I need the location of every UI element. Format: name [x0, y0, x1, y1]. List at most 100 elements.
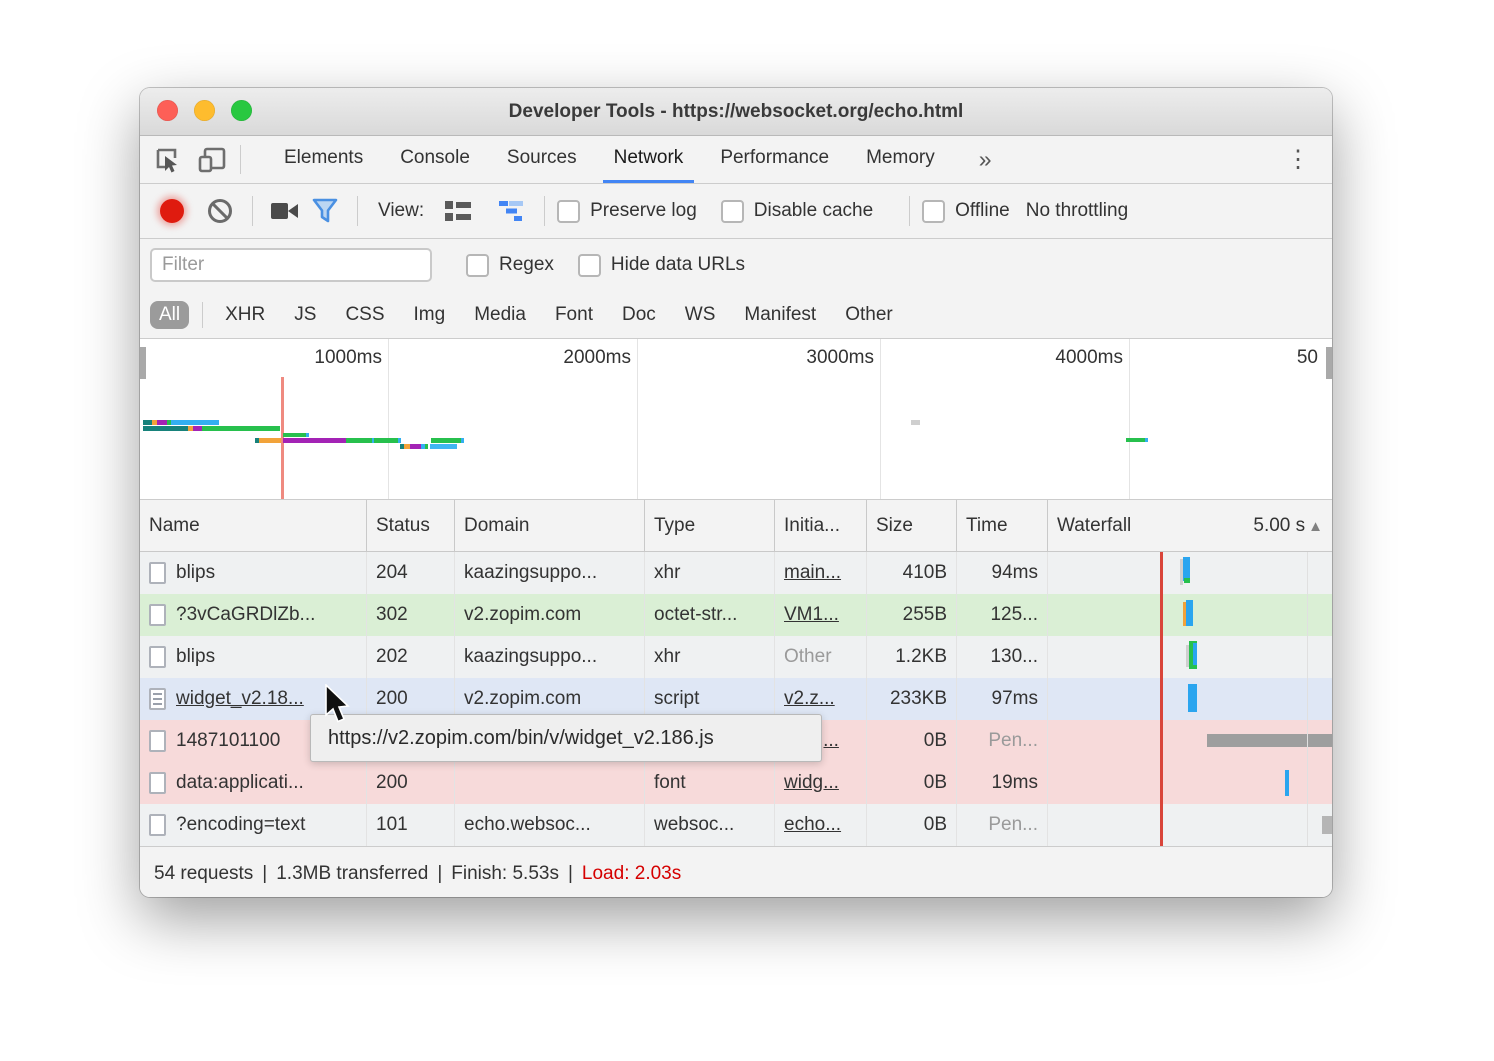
tab-performance[interactable]: Performance	[720, 147, 830, 168]
request-row[interactable]: data:applicati... 200 font widg... 0B 19ms	[140, 762, 1332, 804]
cell-type: xhr	[645, 636, 775, 678]
overview-request-bar	[143, 420, 152, 425]
filter-input[interactable]	[150, 248, 432, 282]
column-header-type[interactable]: Type	[645, 500, 775, 551]
filter-pill-font[interactable]: Font	[554, 303, 593, 325]
cell-name: widget_v2.18...	[140, 678, 367, 720]
throttling-select[interactable]: No throttling	[1025, 200, 1129, 221]
separator	[202, 301, 204, 328]
column-header-waterfall[interactable]: Waterfall 5.00 s ▲	[1048, 500, 1332, 551]
waterfall-bar	[1184, 578, 1190, 583]
overview-drag-handle[interactable]	[140, 347, 146, 379]
initiator-link[interactable]: v2.z...	[784, 688, 835, 709]
cell-time: Pen...	[957, 804, 1048, 846]
clear-icon[interactable]	[200, 191, 240, 231]
table-rows: blips 204 kaazingsuppo... xhr main... 410B 94m…	[140, 552, 1332, 846]
waterfall-load-line	[1160, 552, 1163, 846]
offline-checkbox[interactable]	[922, 199, 946, 223]
request-row[interactable]: blips 202 kaazingsuppo... xhr Other 1.2KB 130.…	[140, 636, 1332, 678]
large-request-rows-icon[interactable]	[438, 191, 478, 231]
inspect-element-icon[interactable]	[146, 136, 190, 183]
close-button[interactable]	[157, 100, 178, 121]
cell-domain: v2.zopim.com	[455, 678, 645, 720]
initiator-link[interactable]: echo...	[784, 814, 842, 835]
document-icon	[149, 730, 166, 752]
request-row[interactable]: ?3vCaGRDlZb... 302 v2.zopim.com octet-str..…	[140, 594, 1332, 636]
filter-icon[interactable]	[305, 191, 345, 231]
waterfall-bar	[1183, 602, 1186, 626]
filter-pill-manifest[interactable]: Manifest	[744, 303, 817, 325]
overview-request-bar	[167, 420, 171, 425]
filter-pill-all[interactable]: All	[150, 300, 190, 329]
overview-drag-handle[interactable]	[1326, 347, 1332, 379]
column-header-name[interactable]: Name	[140, 500, 367, 551]
overview-request-bar	[1145, 438, 1148, 442]
overview-request-bar	[188, 426, 193, 431]
show-overview-icon[interactable]	[492, 191, 532, 231]
overview-request-bar	[421, 444, 425, 449]
record-button[interactable]	[160, 199, 184, 223]
request-row[interactable]: ?encoding=text 101 echo.websoc... websoc...…	[140, 804, 1332, 846]
initiator-link[interactable]: main...	[784, 562, 842, 583]
cell-time: 97ms	[957, 678, 1048, 720]
filter-pill-js[interactable]: JS	[294, 303, 317, 325]
tab-elements[interactable]: Elements	[284, 147, 364, 168]
capture-screenshots-icon[interactable]	[265, 191, 305, 231]
tab-network[interactable]: Network	[602, 136, 695, 183]
waterfall-bar	[1186, 600, 1193, 626]
waterfall-bar	[1193, 643, 1197, 665]
offline-label: Offline	[955, 200, 1010, 221]
minimize-button[interactable]	[194, 100, 215, 121]
cell-waterfall	[1048, 720, 1332, 762]
transferred-size: 1.3MB transferred	[276, 862, 429, 884]
cell-status: 202	[367, 636, 455, 678]
waterfall-scale: 5.00 s ▲	[1253, 514, 1323, 536]
cell-time: 130...	[957, 636, 1048, 678]
column-header-time[interactable]: Time	[957, 500, 1048, 551]
status-bar: 54 requests | 1.3MB transferred | Finish…	[140, 846, 1332, 897]
device-toolbar-icon[interactable]	[190, 136, 234, 183]
filter-pill-css[interactable]: CSS	[345, 303, 385, 325]
column-header-status[interactable]: Status	[367, 500, 455, 551]
waterfall-bar	[1188, 684, 1197, 712]
tab-sources[interactable]: Sources	[506, 147, 577, 168]
overview-request-bar	[410, 444, 421, 449]
more-tabs-icon[interactable]: »	[978, 146, 992, 172]
column-header-size[interactable]: Size	[867, 500, 957, 551]
overview-request-bar	[171, 420, 219, 425]
zoom-button[interactable]	[231, 100, 252, 121]
filter-pill-media[interactable]: Media	[474, 303, 526, 325]
request-name[interactable]: widget_v2.18...	[176, 688, 304, 709]
separator	[240, 145, 241, 174]
cell-size: 410B	[867, 552, 957, 594]
filter-pill-img[interactable]: Img	[413, 303, 446, 325]
filter-pill-other[interactable]: Other	[845, 303, 893, 325]
finish-time: Finish: 5.53s	[451, 862, 559, 884]
overview-request-bar	[152, 420, 157, 425]
initiator-link[interactable]: widg...	[784, 772, 839, 793]
preserve-log-checkbox[interactable]	[557, 199, 581, 223]
hide-data-urls-checkbox[interactable]	[577, 253, 601, 277]
request-name: ?encoding=text	[176, 814, 306, 835]
requests-count: 54 requests	[154, 862, 254, 884]
devtools-menu-icon[interactable]: ⋮	[1286, 146, 1310, 173]
column-header-domain[interactable]: Domain	[455, 500, 645, 551]
separator: |	[567, 862, 573, 884]
cell-initiator: VM1...	[775, 594, 867, 636]
filter-pill-xhr[interactable]: XHR	[225, 303, 266, 325]
cell-time: 19ms	[957, 762, 1048, 804]
network-overview[interactable]: 1000ms 2000ms 3000ms 4000ms 50	[140, 339, 1332, 500]
filter-pill-ws[interactable]: WS	[684, 303, 716, 325]
cell-waterfall	[1048, 552, 1332, 594]
network-toolbar: View: Preserve log	[140, 184, 1332, 239]
filter-pill-doc[interactable]: Doc	[621, 303, 656, 325]
tab-console[interactable]: Console	[400, 147, 470, 168]
tab-memory[interactable]: Memory	[866, 147, 935, 168]
cell-status: 101	[367, 804, 455, 846]
column-header-initia[interactable]: Initia...	[775, 500, 867, 551]
regex-checkbox[interactable]	[466, 253, 489, 277]
initiator-link[interactable]: VM1...	[784, 604, 839, 625]
disable-cache-checkbox[interactable]	[720, 199, 744, 223]
request-row[interactable]: blips 204 kaazingsuppo... xhr main... 410B 94m…	[140, 552, 1332, 594]
